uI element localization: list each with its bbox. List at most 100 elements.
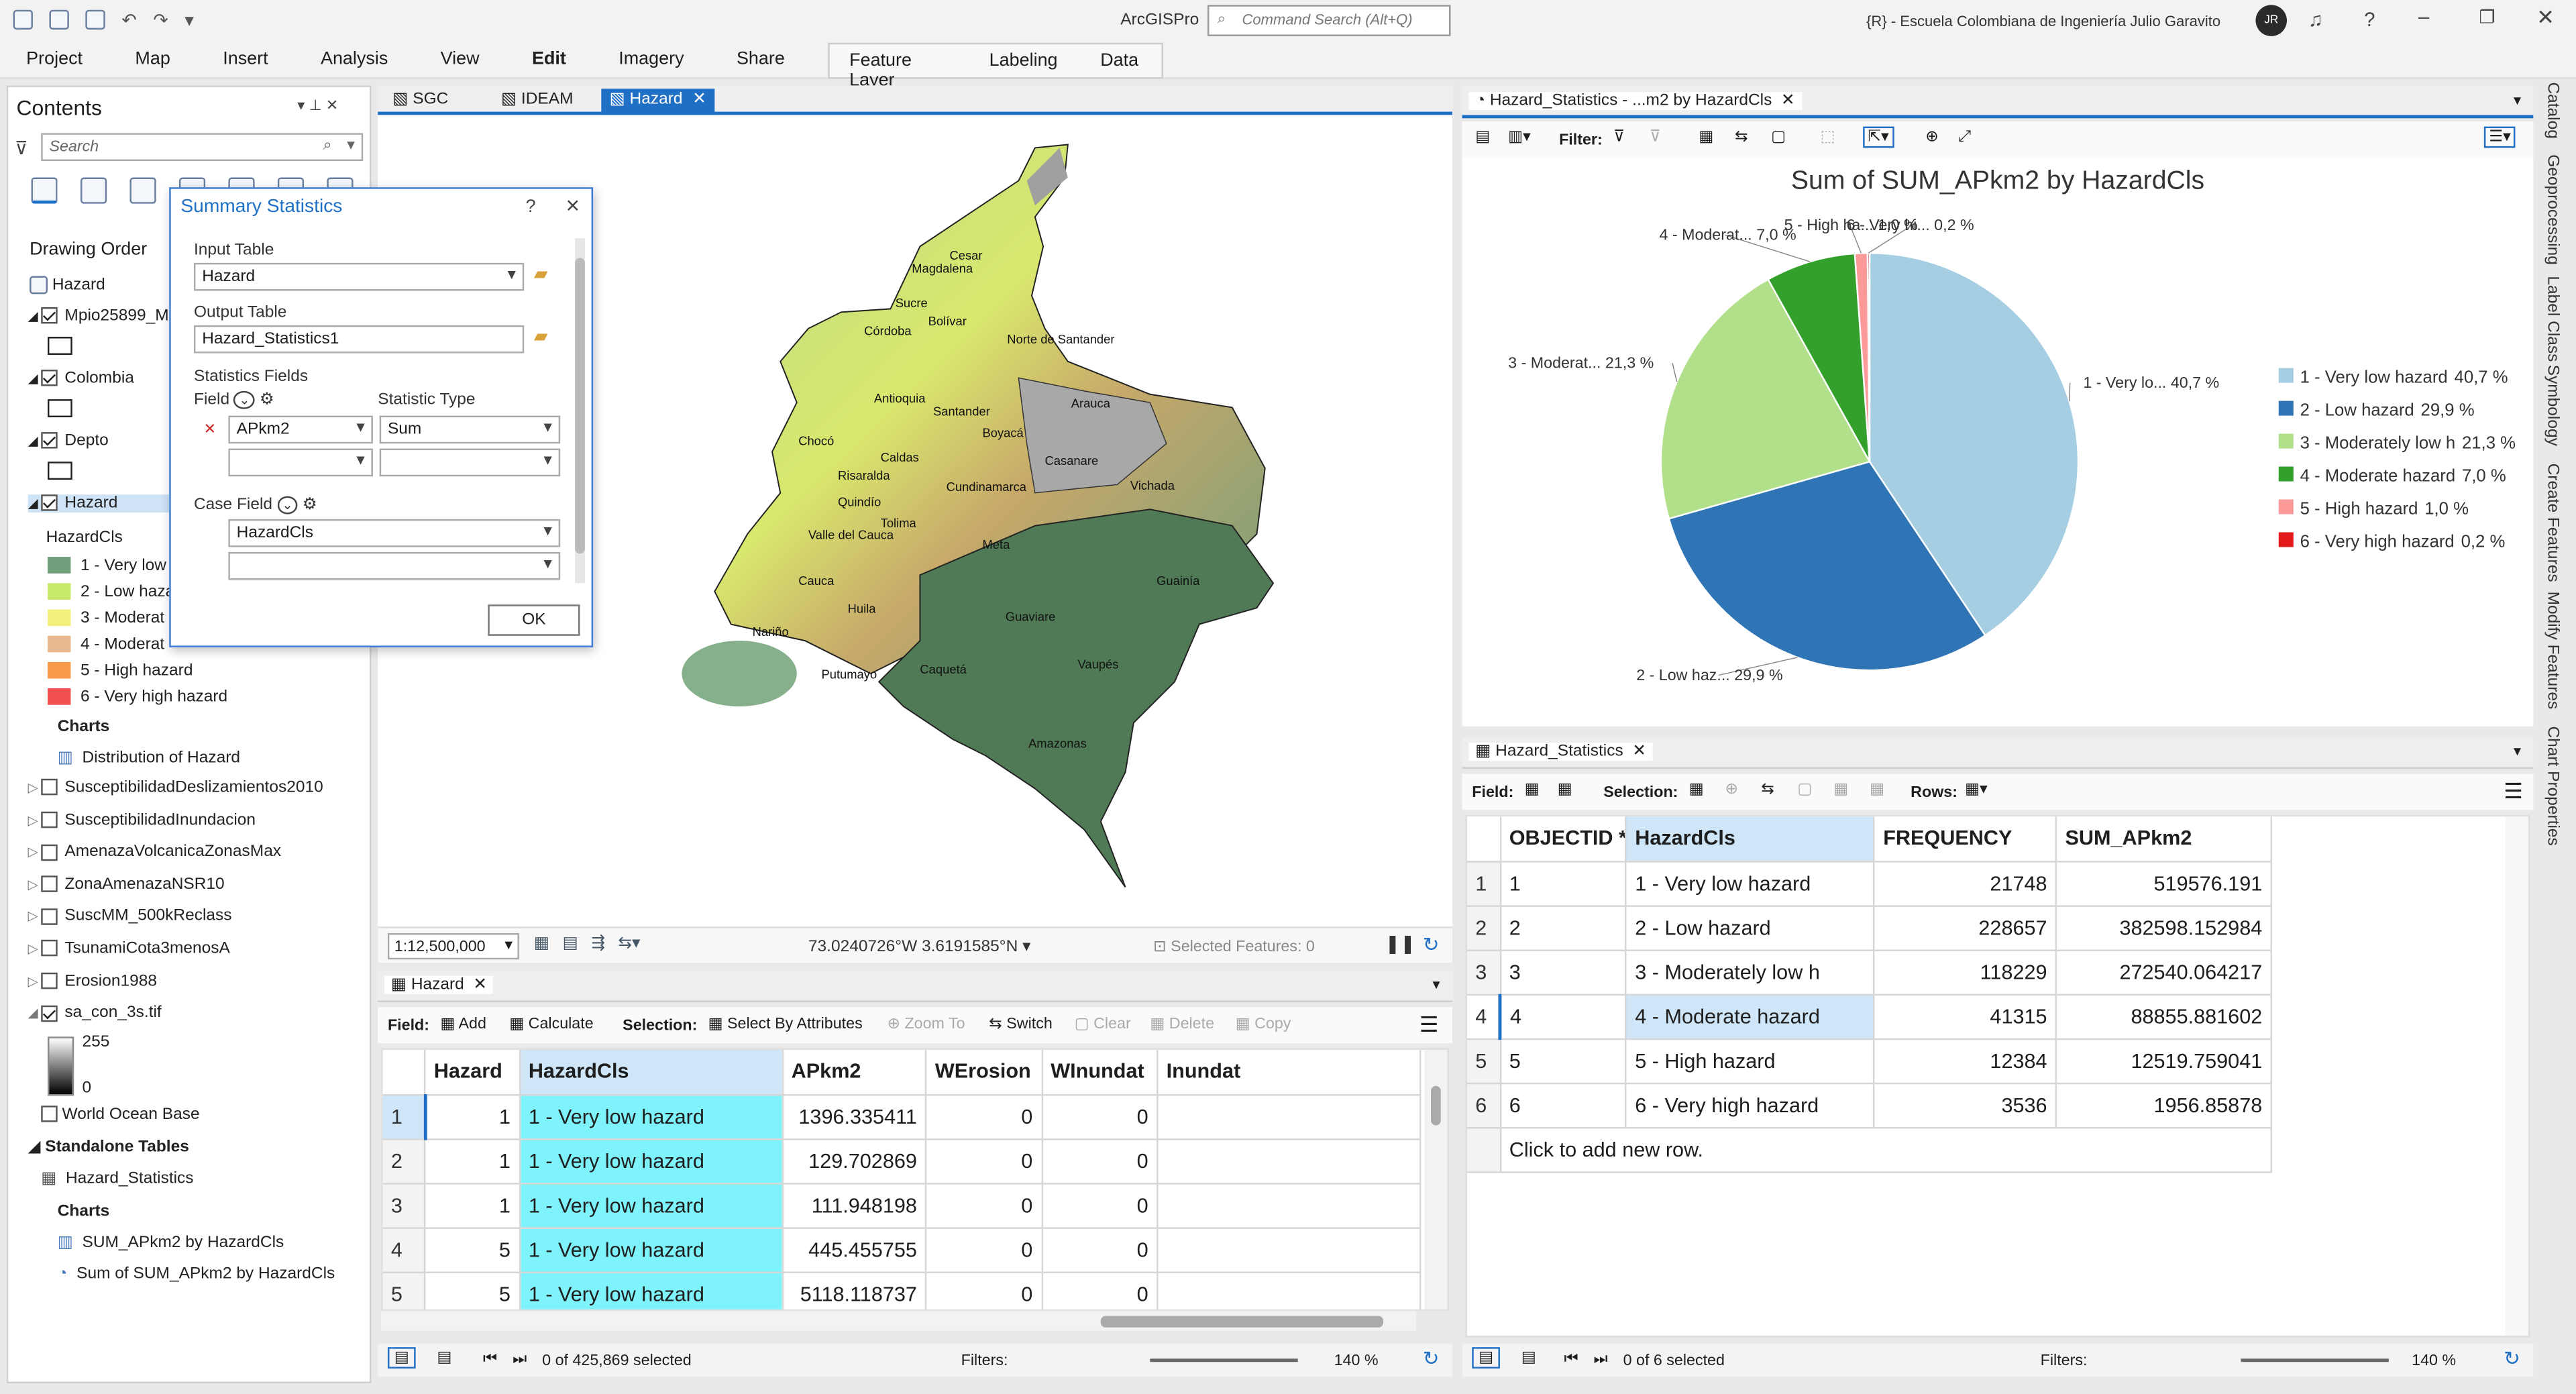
expand-icon[interactable]: ▷ [28,941,42,957]
menu-icon[interactable]: ☰ [1419,1012,1439,1037]
filter-icon[interactable]: ⊽ [15,140,28,160]
layer-susceptibilidaddeslizamientos2010[interactable]: ▷ SusceptibilidadDeslizamientos2010 [28,778,323,797]
table-cell[interactable] [1157,1138,1421,1184]
output-table-field[interactable]: Hazard_Statistics1 [193,325,525,354]
layer-checkbox[interactable] [42,908,58,925]
map-tab-ideam[interactable]: ▧ IDEAM [500,90,574,109]
layer-checkbox[interactable] [42,370,58,387]
zoom-slider[interactable] [2241,1358,2389,1362]
table-cell[interactable]: 1 - Very low hazard [519,1271,784,1309]
layer-suscmm_500kreclass[interactable]: ▷ SuscMM_500kReclass [28,907,232,926]
row-header[interactable] [382,1049,426,1095]
row-number[interactable]: 2 [382,1138,426,1184]
legend-class-3[interactable]: 3 - Moderat [48,610,164,628]
layer-checkbox[interactable] [42,843,58,861]
table-cell[interactable] [1157,1271,1421,1309]
pause-icon[interactable]: ❚❚ [1385,934,1415,955]
tab-chart[interactable]: ◔ Hazard_Statistics - ...m2 by HazardCls… [1468,92,1802,111]
filter-extent-icon[interactable]: ⊽ [1613,128,1625,146]
side-tab-label-class[interactable]: Label Class [2543,276,2561,362]
side-tab-symbology[interactable]: Symbology [2543,364,2561,446]
table-cell[interactable]: 6 [1500,1082,1627,1128]
table-cell[interactable]: 0 [1041,1183,1159,1228]
ribbon-tab-edit[interactable]: Edit [531,49,566,69]
row-number[interactable]: 1 [382,1094,427,1140]
chart-item-sum-pie[interactable]: ◔ Sum of SUM_APkm2 by HazardCls [57,1265,335,1283]
layer-checkbox[interactable] [42,1004,58,1022]
table-cell[interactable]: 3 [1500,949,1627,995]
ribbon-tab-imagery[interactable]: Imagery [619,49,684,69]
table-cell[interactable]: 3536 [1874,1082,2057,1128]
row-number[interactable]: 6 [1466,1082,1501,1128]
table-cell[interactable]: 0 [1041,1094,1159,1140]
zoom-icon[interactable]: ⊕ [1925,128,1939,146]
gear-icon[interactable]: ⚙ [259,390,274,409]
legend-class-1[interactable]: 1 - Very low [48,557,166,575]
map-tab-hazard[interactable]: ▧ Hazard ✕ [601,89,715,115]
calculate-icon[interactable]: ▦ [1557,780,1572,799]
close-icon[interactable]: ✕ [1632,742,1646,761]
table-cell[interactable]: 111.948198 [782,1183,927,1228]
chart-item-sum-bar[interactable]: ▥ SUM_APkm2 by HazardCls [57,1234,284,1252]
table-cell[interactable]: 5 [425,1271,521,1309]
row-number[interactable]: 3 [1466,949,1501,995]
row-number[interactable]: 4 [382,1227,426,1273]
layer-amenazavolcanicazonasmax[interactable]: ▷ AmenazaVolcanicaZonasMax [28,843,282,861]
ribbon-tab-view[interactable]: View [440,49,480,69]
vertical-scrollbar[interactable] [2505,816,2529,1336]
table-view-icon[interactable]: ▤ [387,1347,416,1369]
expand-icon[interactable]: ◢ [28,433,42,449]
legend-class-2[interactable]: 2 - Low haza [48,583,174,601]
new-project-icon[interactable] [13,9,33,30]
zoom-to-icon[interactable]: ⊕ [1725,780,1738,799]
table-cell[interactable]: 6 - Very high hazard [1625,1082,1875,1128]
redo-icon[interactable]: ↷ [153,11,168,32]
select-by-attributes-button[interactable]: ▦ Select By Attributes [708,1015,863,1034]
add-field-icon[interactable]: ⌄ [276,496,298,515]
table-cell[interactable]: 0 [1041,1138,1159,1184]
avatar[interactable]: JR [2255,5,2288,36]
table-cell[interactable]: 0 [926,1094,1043,1140]
select-tool-icon[interactable]: ⇱▾ [1863,126,1894,148]
layer-checkbox[interactable] [42,432,58,449]
add-row[interactable]: Click to add new row. [1466,1127,2272,1173]
case-field-select[interactable]: HazardCls [228,519,561,547]
menu-icon[interactable]: ☰ [2504,778,2523,804]
table-cell[interactable]: 129.702869 [782,1138,927,1184]
expand-icon[interactable]: ▷ [28,780,42,796]
table-cell[interactable]: 1 - Very low hazard [519,1183,784,1228]
table-cell[interactable]: 0 [1041,1227,1159,1273]
layer-susceptibilidadinundacion[interactable]: ▷ SusceptibilidadInundacion [28,810,256,829]
layer-symbol[interactable] [48,462,72,480]
table-cell[interactable]: 4 [1500,994,1627,1039]
layer-zonaamenazansr10[interactable]: ▷ ZonaAmenazaNSR10 [28,875,225,894]
table-view-icon[interactable]: ▤ [1472,1347,1500,1369]
ok-button[interactable]: OK [488,604,580,636]
table-cell[interactable]: 1 - Very low hazard [519,1138,784,1184]
layer-tsunamicota3menosa[interactable]: ▷ TsunamiCota3menosA [28,939,230,958]
properties-icon[interactable]: ☰▾ [2483,126,2516,148]
field-view-icon[interactable]: ▤ [1521,1348,1536,1367]
legend-entry-6[interactable]: 6 - Very high hazard 0,2 % [2278,532,2516,565]
expand-icon[interactable]: ▷ [28,845,42,860]
column-header[interactable]: Hazard [425,1049,521,1095]
chevron-down-icon[interactable]: ▾ [1432,975,1440,993]
table-cell[interactable] [1157,1183,1421,1228]
row-header[interactable] [1466,816,1501,862]
table-icon[interactable]: ▦ [1699,128,1714,146]
map-node[interactable]: Hazard [30,276,105,294]
expand-icon[interactable]: ▷ [28,812,42,828]
export-icon[interactable]: ▤ [1475,128,1491,146]
copy-icon[interactable]: ▦ [1869,780,1884,799]
chevron-down-icon[interactable]: ▾ [1022,938,1031,957]
expand-icon[interactable]: ◢ [28,371,42,386]
expand-icon[interactable]: ▷ [28,973,42,989]
row-number[interactable]: 5 [1466,1038,1501,1084]
pie-slice-3[interactable] [1660,278,1871,520]
expand-icon[interactable]: ▷ [28,877,42,892]
contents-search-input[interactable]: Search ⌕ ▾ [41,133,364,162]
